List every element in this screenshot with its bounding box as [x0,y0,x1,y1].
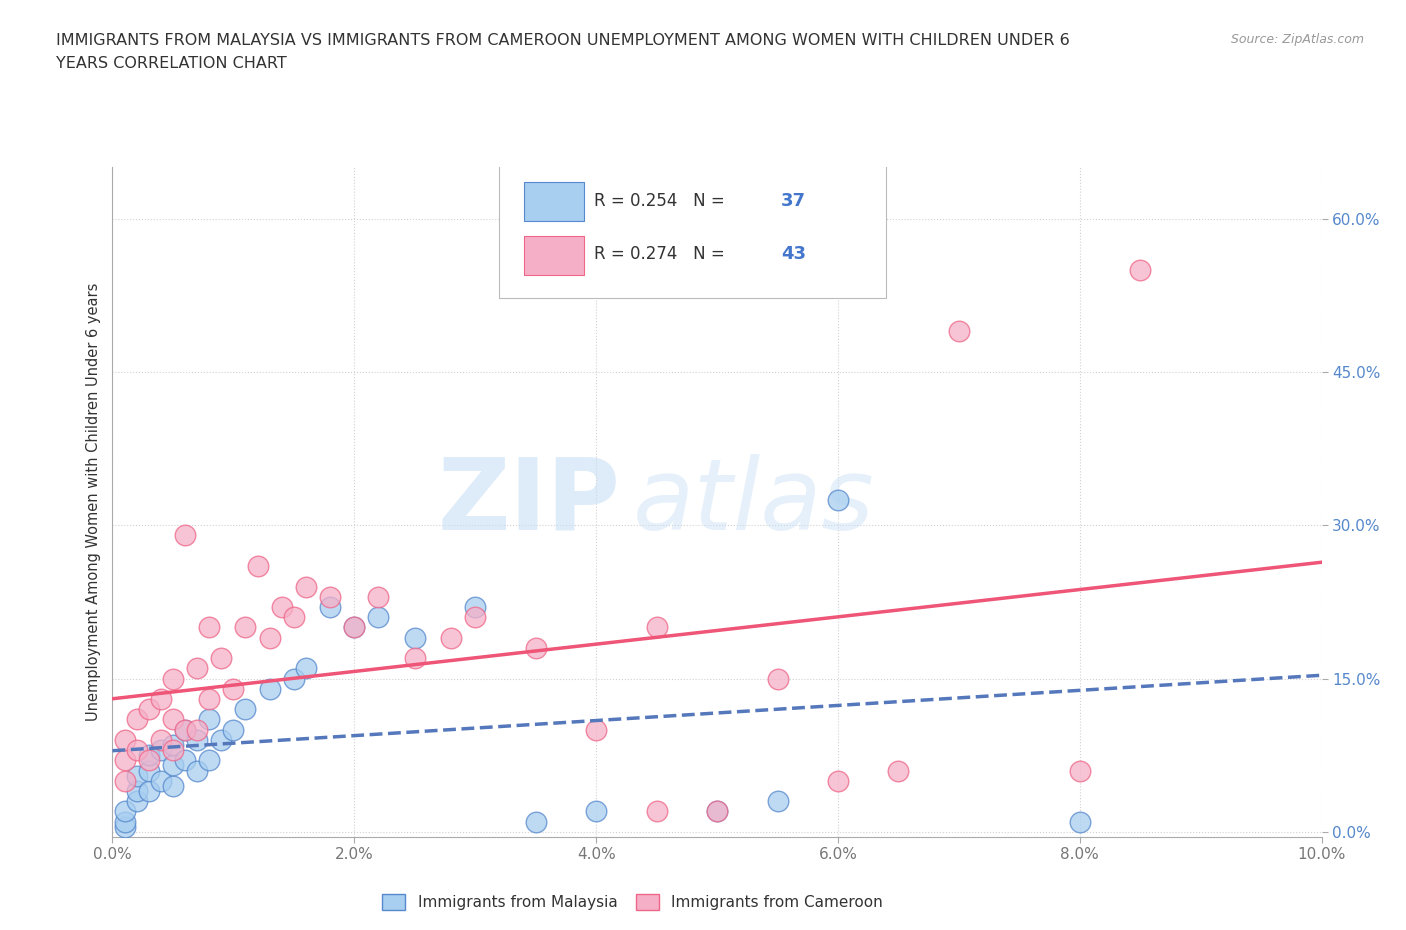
Point [283,671,305,686]
Point [114,804,136,819]
Point [149,774,172,789]
Point [198,753,221,768]
Point [235,702,257,717]
Point [706,804,728,819]
Point [440,631,463,645]
Text: 37: 37 [782,192,806,210]
Point [645,620,668,635]
Point [209,651,232,666]
Point [259,631,281,645]
Point [162,758,184,773]
Point [174,723,197,737]
Point [827,492,849,507]
Point [162,712,184,727]
Point [367,610,389,625]
Point [343,620,366,635]
Point [198,712,221,727]
Point [149,733,172,748]
Point [1069,764,1091,778]
Point [887,764,910,778]
Point [114,774,136,789]
Point [464,610,486,625]
Point [319,590,342,604]
Point [198,692,221,707]
FancyBboxPatch shape [523,235,583,274]
Point [209,733,232,748]
Point [174,723,197,737]
Point [125,743,148,758]
Point [125,784,148,799]
FancyBboxPatch shape [499,164,886,298]
Point [948,324,970,339]
Point [645,804,668,819]
Point [283,610,305,625]
Point [246,559,269,574]
Text: R = 0.274   N =: R = 0.274 N = [593,246,730,263]
Text: Source: ZipAtlas.com: Source: ZipAtlas.com [1230,33,1364,46]
Y-axis label: Unemployment Among Women with Children Under 6 years: Unemployment Among Women with Children U… [86,283,101,722]
Point [138,764,160,778]
Point [125,712,148,727]
Point [162,778,184,793]
Point [138,753,160,768]
Point [706,804,728,819]
Text: 43: 43 [782,246,806,263]
Text: atlas: atlas [633,454,875,551]
Point [149,692,172,707]
Text: ZIP: ZIP [437,454,620,551]
Point [174,753,197,768]
Point [766,671,789,686]
Point [162,737,184,752]
Point [114,753,136,768]
Point [125,768,148,783]
Point [464,600,486,615]
Point [295,661,318,676]
Point [138,784,160,799]
Point [198,620,221,635]
Text: IMMIGRANTS FROM MALAYSIA VS IMMIGRANTS FROM CAMEROON UNEMPLOYMENT AMONG WOMEN WI: IMMIGRANTS FROM MALAYSIA VS IMMIGRANTS F… [56,33,1070,47]
Point [259,682,281,697]
Point [585,723,607,737]
Text: R = 0.254   N =: R = 0.254 N = [593,192,730,210]
Point [1069,815,1091,830]
Point [162,671,184,686]
Point [295,579,318,594]
Point [404,631,426,645]
Point [766,794,789,809]
Point [186,733,208,748]
Point [186,723,208,737]
Point [827,774,849,789]
Point [404,651,426,666]
Point [114,815,136,830]
Point [162,743,184,758]
Point [125,794,148,809]
Point [114,819,136,834]
Point [138,748,160,763]
Point [319,600,342,615]
Point [222,682,245,697]
FancyBboxPatch shape [523,182,583,221]
Point [524,641,547,656]
Point [186,661,208,676]
Point [235,620,257,635]
Point [1129,262,1152,277]
Legend: Immigrants from Malaysia, Immigrants from Cameroon: Immigrants from Malaysia, Immigrants fro… [377,888,889,916]
Point [367,590,389,604]
Point [149,743,172,758]
Point [343,620,366,635]
Point [186,764,208,778]
Point [270,600,292,615]
Point [222,723,245,737]
Point [585,804,607,819]
Point [174,528,197,543]
Text: YEARS CORRELATION CHART: YEARS CORRELATION CHART [56,56,287,71]
Point [114,733,136,748]
Point [138,702,160,717]
Point [524,815,547,830]
